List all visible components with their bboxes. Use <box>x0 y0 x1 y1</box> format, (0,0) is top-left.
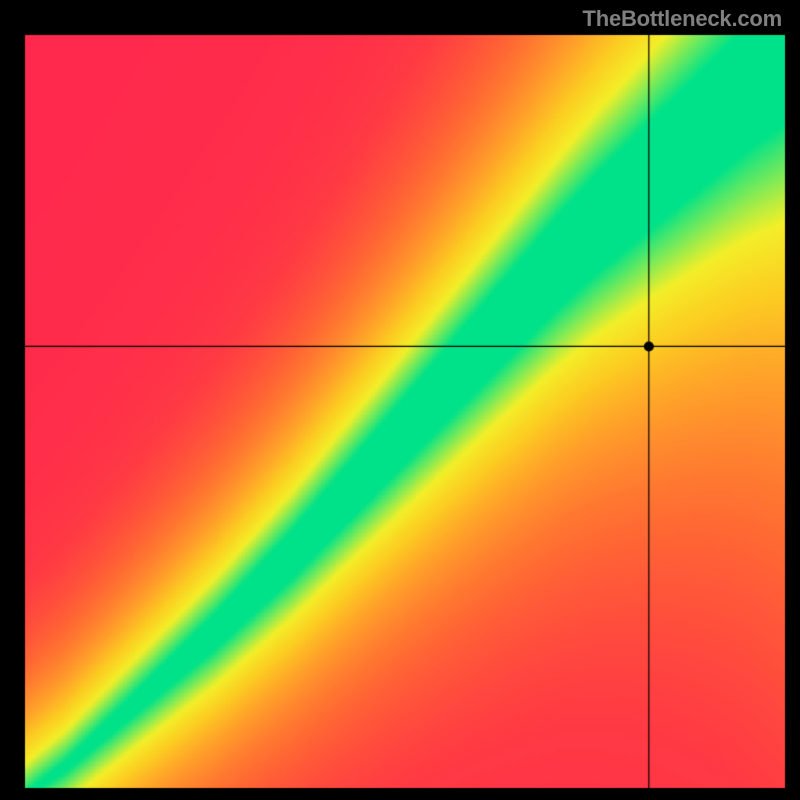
bottleneck-heatmap <box>0 0 800 800</box>
chart-container: TheBottleneck.com <box>0 0 800 800</box>
watermark-text: TheBottleneck.com <box>582 6 782 32</box>
